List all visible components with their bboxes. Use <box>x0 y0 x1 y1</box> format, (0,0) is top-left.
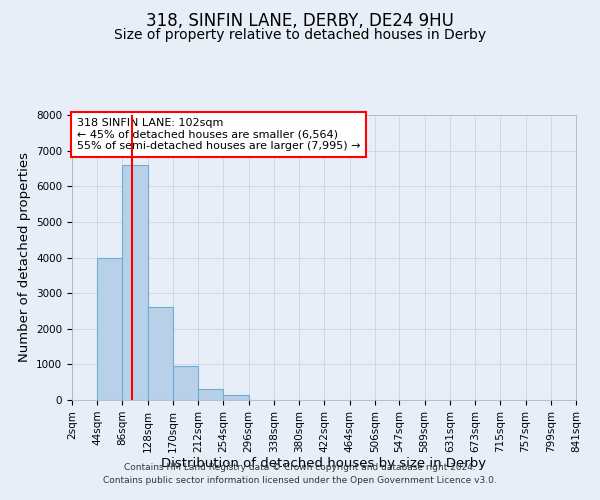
Bar <box>122 165 148 400</box>
Bar <box>148 308 173 400</box>
Text: 318 SINFIN LANE: 102sqm
← 45% of detached houses are smaller (6,564)
55% of semi: 318 SINFIN LANE: 102sqm ← 45% of detache… <box>77 118 361 151</box>
Bar <box>198 388 223 400</box>
Text: Size of property relative to detached houses in Derby: Size of property relative to detached ho… <box>114 28 486 42</box>
Bar <box>223 396 248 400</box>
X-axis label: Distribution of detached houses by size in Derby: Distribution of detached houses by size … <box>161 458 487 470</box>
Text: Contains HM Land Registry data © Crown copyright and database right 2024.: Contains HM Land Registry data © Crown c… <box>124 464 476 472</box>
Y-axis label: Number of detached properties: Number of detached properties <box>17 152 31 362</box>
Bar <box>173 366 198 400</box>
Text: 318, SINFIN LANE, DERBY, DE24 9HU: 318, SINFIN LANE, DERBY, DE24 9HU <box>146 12 454 30</box>
Text: Contains public sector information licensed under the Open Government Licence v3: Contains public sector information licen… <box>103 476 497 485</box>
Bar <box>97 258 122 400</box>
